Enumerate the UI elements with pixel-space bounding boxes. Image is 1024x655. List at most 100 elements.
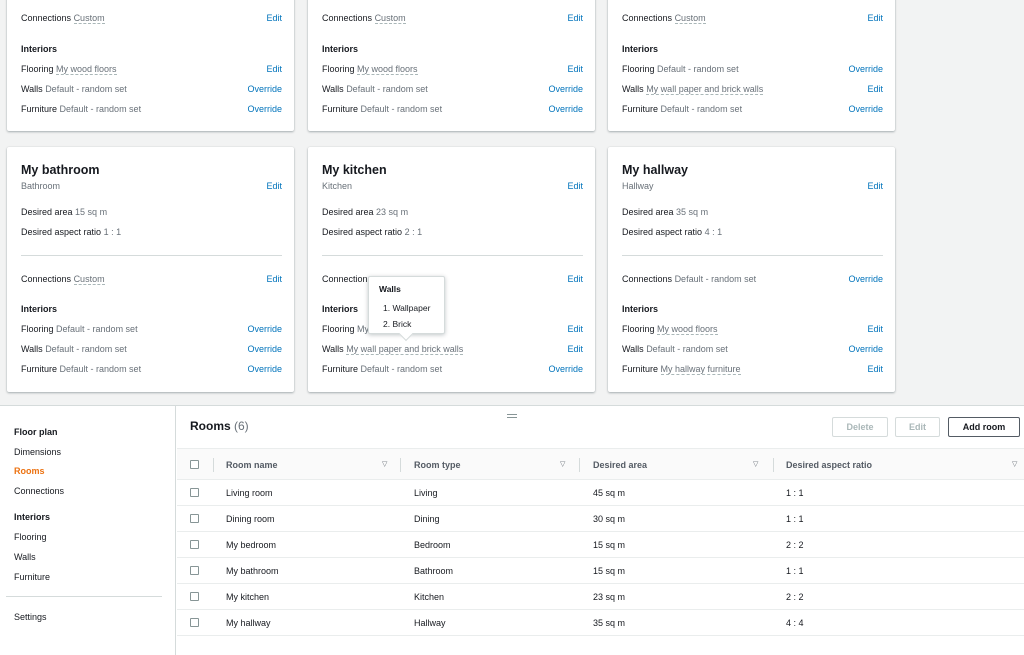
table-row[interactable]: Living room Living 45 sq m 1 : 1 <box>177 480 1024 506</box>
cell-room-type: Kitchen <box>414 592 445 602</box>
walls-action-link[interactable]: Override <box>848 344 883 354</box>
flooring-action-link[interactable]: Edit <box>266 64 282 74</box>
popover-item: 1. Wallpaper <box>383 303 431 313</box>
cell-aspect-ratio: 1 : 1 <box>786 488 804 498</box>
flooring-value: My wood floors <box>56 64 117 75</box>
cell-desired-area: 30 sq m <box>593 514 626 524</box>
walls-popover: Walls 1. Wallpaper 2. Brick <box>368 276 445 342</box>
nav-walls[interactable]: Walls <box>14 552 36 562</box>
card-title: My kitchen <box>322 163 387 177</box>
room-cards-area: Connections Custom Edit Interiors Floorin… <box>7 0 895 392</box>
interiors-title: Interiors <box>622 304 659 314</box>
room-card-hallway: My hallway Hallway Edit Desired area 35 s… <box>608 147 895 392</box>
furniture-action-link[interactable]: Edit <box>867 364 883 374</box>
card-edit-link[interactable]: Edit <box>266 181 282 191</box>
nav-settings[interactable]: Settings <box>14 612 47 622</box>
add-room-button[interactable]: Add room <box>948 417 1020 437</box>
flooring-value: Default - random set <box>657 64 739 74</box>
cell-aspect-ratio: 1 : 1 <box>786 514 804 524</box>
nav-furniture[interactable]: Furniture <box>14 572 51 582</box>
walls-value: Default - random set <box>45 344 127 354</box>
nav-floor-plan[interactable]: Floor plan <box>14 427 58 437</box>
connections-edit-link[interactable]: Edit <box>266 13 282 23</box>
row-checkbox[interactable] <box>190 540 199 549</box>
cell-desired-area: 15 sq m <box>593 540 626 550</box>
walls-value: Default - random set <box>45 84 127 94</box>
card-edit-link[interactable]: Edit <box>567 181 583 191</box>
table-row[interactable]: My bathroom Bathroom 15 sq m 1 : 1 <box>177 558 1024 584</box>
flooring-action-link[interactable]: Edit <box>567 64 583 74</box>
select-all-checkbox[interactable] <box>190 460 199 469</box>
row-checkbox[interactable] <box>190 566 199 575</box>
nav-interiors[interactable]: Interiors <box>14 512 51 522</box>
column-separator <box>400 458 401 472</box>
furniture-action-link[interactable]: Override <box>848 104 883 114</box>
sort-caret-icon: ▽ <box>753 461 759 468</box>
ratio-value: 1 : 1 <box>103 227 122 237</box>
walls-value: Default - random set <box>646 344 728 354</box>
table-row[interactable]: My hallway Hallway 35 sq m 4 : 4 <box>177 610 1024 636</box>
flooring-action-link[interactable]: Override <box>848 64 883 74</box>
table-row[interactable]: Dining room Dining 30 sq m 1 : 1 <box>177 506 1024 532</box>
sort-caret-icon: ▽ <box>382 461 388 468</box>
cell-room-name: Living room <box>226 488 273 498</box>
nav-divider <box>6 596 162 597</box>
connections-edit-link[interactable]: Edit <box>867 13 883 23</box>
column-header-room-name[interactable]: Room name ▽ <box>226 449 390 481</box>
cell-aspect-ratio: 2 : 2 <box>786 540 804 550</box>
flooring-value: Default - random set <box>56 324 138 334</box>
row-checkbox[interactable] <box>190 488 199 497</box>
column-header-room-type[interactable]: Room type ▽ <box>414 449 569 481</box>
nav-rooms[interactable]: Rooms <box>14 466 45 476</box>
furniture-action-link[interactable]: Override <box>548 104 583 114</box>
column-separator <box>773 458 774 472</box>
furniture-action-link[interactable]: Override <box>247 104 282 114</box>
furniture-action-link[interactable]: Override <box>247 364 282 374</box>
ratio-value: 2 : 1 <box>404 227 423 237</box>
connections-edit-link[interactable]: Edit <box>567 13 583 23</box>
cell-room-type: Bathroom <box>414 566 454 576</box>
furniture-action-link[interactable]: Override <box>548 364 583 374</box>
nav-connections[interactable]: Connections <box>14 486 65 496</box>
connections-value: Custom <box>374 13 406 24</box>
table-count: (6) <box>234 419 249 433</box>
cell-room-name: Dining room <box>226 514 275 524</box>
nav-dimensions[interactable]: Dimensions <box>14 447 62 457</box>
table-title: Rooms <box>190 419 231 433</box>
cell-desired-area: 15 sq m <box>593 566 626 576</box>
table-row[interactable]: My bedroom Bedroom 15 sq m 2 : 2 <box>177 532 1024 558</box>
cell-aspect-ratio: 4 : 4 <box>786 618 804 628</box>
cell-room-name: My bathroom <box>226 566 279 576</box>
column-header-desired-area[interactable]: Desired area ▽ <box>593 449 763 481</box>
connections-edit-link[interactable]: Edit <box>567 274 583 284</box>
row-checkbox[interactable] <box>190 618 199 627</box>
nav-flooring[interactable]: Flooring <box>14 532 47 542</box>
cell-aspect-ratio: 2 : 2 <box>786 592 804 602</box>
resize-handle-icon[interactable] <box>507 414 517 418</box>
side-navigation: Floor plan Dimensions Rooms Connections … <box>0 406 176 655</box>
walls-action-link[interactable]: Override <box>548 84 583 94</box>
flooring-action-link[interactable]: Override <box>247 324 282 334</box>
card-edit-link[interactable]: Edit <box>867 181 883 191</box>
walls-action-link[interactable]: Edit <box>567 344 583 354</box>
edit-button[interactable]: Edit <box>895 417 940 437</box>
table-row[interactable]: My kitchen Kitchen 23 sq m 2 : 2 <box>177 584 1024 610</box>
row-checkbox[interactable] <box>190 514 199 523</box>
connections-edit-link[interactable]: Edit <box>266 274 282 284</box>
walls-action-link[interactable]: Override <box>247 84 282 94</box>
walls-value[interactable]: My wall paper and brick walls <box>346 344 464 355</box>
interiors-title: Interiors <box>21 44 58 54</box>
room-card: Connections Custom Edit Interiors Floorin… <box>608 0 895 131</box>
flooring-action-link[interactable]: Edit <box>567 324 583 334</box>
flooring-action-link[interactable]: Edit <box>867 324 883 334</box>
cell-aspect-ratio: 1 : 1 <box>786 566 804 576</box>
walls-action-link[interactable]: Edit <box>867 84 883 94</box>
delete-button[interactable]: Delete <box>832 417 888 437</box>
area-value: 23 sq m <box>376 207 409 217</box>
column-header-aspect-ratio[interactable]: Desired aspect ratio ▽ <box>786 449 1024 481</box>
connections-action-link[interactable]: Override <box>848 274 883 284</box>
area-value: 35 sq m <box>676 207 709 217</box>
row-checkbox[interactable] <box>190 592 199 601</box>
walls-action-link[interactable]: Override <box>247 344 282 354</box>
cell-room-type: Hallway <box>414 618 446 628</box>
